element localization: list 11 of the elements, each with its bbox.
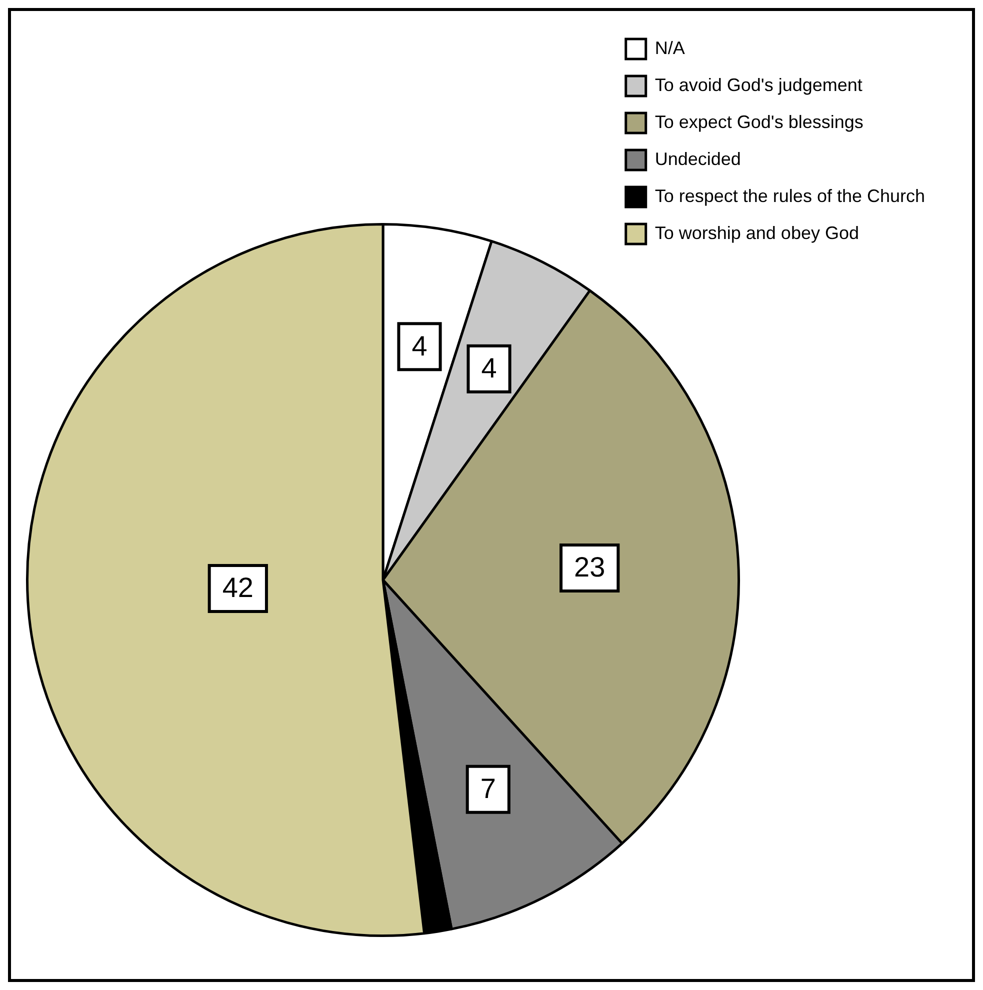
data-label: 4	[481, 352, 497, 384]
data-label: 42	[222, 572, 254, 604]
legend-label: To respect the rules of the Church	[654, 186, 925, 206]
legend-label: N/A	[654, 38, 685, 58]
data-label: 7	[480, 773, 496, 804]
data-label: 23	[574, 552, 606, 583]
legend-label: To worship and obey God	[654, 222, 859, 243]
legend-label: Undecided	[654, 148, 741, 169]
data-label: 4	[412, 330, 428, 362]
legend-label: To avoid God's judgement	[654, 74, 862, 95]
legend-label: To expect God's blessings	[654, 112, 864, 132]
